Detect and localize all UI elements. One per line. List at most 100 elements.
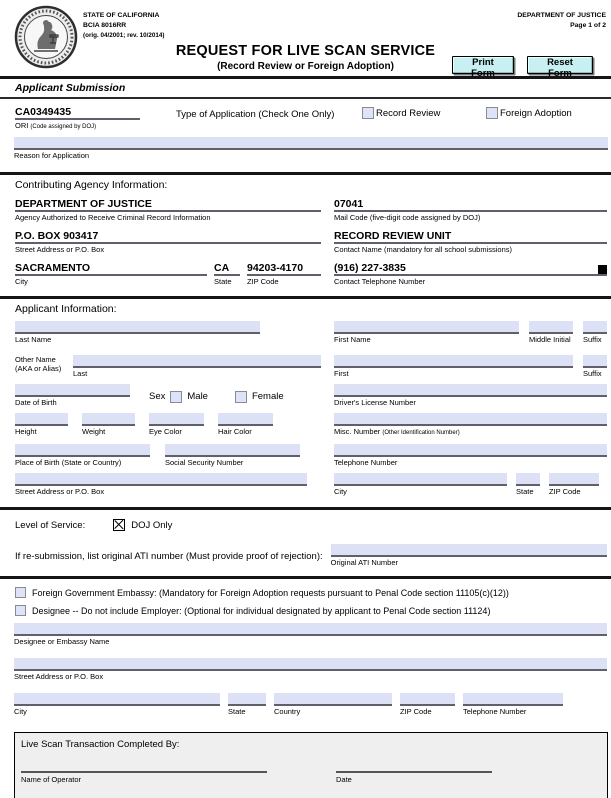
suffix-input[interactable] bbox=[583, 321, 607, 334]
designee-city-label: City bbox=[14, 707, 27, 716]
print-form-button[interactable]: Print Form bbox=[452, 56, 514, 79]
hair-color-input[interactable] bbox=[218, 413, 273, 426]
designee-street-input[interactable] bbox=[14, 658, 607, 671]
aka-first-input[interactable] bbox=[334, 355, 573, 368]
designee-state-label: State bbox=[228, 707, 246, 716]
name-of-operator-line: Name of Operator bbox=[21, 771, 267, 784]
applicant-telephone-input[interactable] bbox=[334, 444, 607, 457]
operator-section-title: Live Scan Transaction Completed By: bbox=[21, 739, 180, 750]
designee-telephone-input[interactable] bbox=[463, 693, 563, 706]
original-ati-input[interactable] bbox=[330, 544, 607, 557]
form-header: STATE OF CALIFORNIA BCIA 8016RR (orig. 0… bbox=[0, 0, 611, 79]
aka-first-label: First bbox=[334, 369, 349, 378]
eye-color-input[interactable] bbox=[149, 413, 204, 426]
agency-name-label: Agency Authorized to Receive Criminal Re… bbox=[15, 213, 211, 222]
department-label: DEPARTMENT OF JUSTICE bbox=[517, 12, 606, 19]
hair-color-label: Hair Color bbox=[218, 427, 252, 436]
last-name-input[interactable] bbox=[15, 321, 260, 334]
applicant-submission-divider bbox=[0, 97, 611, 99]
applicant-zip-label: ZIP Code bbox=[549, 487, 581, 496]
aka-suffix-input[interactable] bbox=[583, 355, 607, 368]
first-name-label: First Name bbox=[334, 335, 371, 344]
section-divider bbox=[0, 576, 611, 579]
section-divider bbox=[0, 296, 611, 299]
reason-for-application-input[interactable] bbox=[14, 137, 608, 150]
applicant-state-input[interactable] bbox=[516, 473, 540, 486]
designee-zip-input[interactable] bbox=[400, 693, 455, 706]
applicant-street-input[interactable] bbox=[15, 473, 307, 486]
misc-number-input[interactable] bbox=[334, 413, 607, 426]
record-review-checkbox[interactable] bbox=[362, 107, 374, 119]
applicant-city-input[interactable] bbox=[334, 473, 507, 486]
middle-initial-label: Middle Initial bbox=[529, 335, 571, 344]
agency-zip-value: 94203-4170 bbox=[247, 261, 321, 276]
drivers-license-input[interactable] bbox=[334, 384, 607, 397]
designee-state-input[interactable] bbox=[228, 693, 266, 706]
form-subtitle: (Record Review or Foreign Adoption) bbox=[217, 61, 394, 72]
aka-last-input[interactable] bbox=[73, 355, 321, 368]
designee-street-label: Street Address or P.O. Box bbox=[14, 672, 104, 681]
agency-city-label: City bbox=[15, 277, 28, 286]
weight-label: Weight bbox=[82, 427, 106, 436]
date-line: Date bbox=[336, 771, 492, 784]
place-of-birth-input[interactable] bbox=[15, 444, 150, 457]
designee-name-input[interactable] bbox=[14, 623, 607, 636]
ssn-label: Social Security Number bbox=[165, 458, 244, 467]
date-of-birth-label: Date of Birth bbox=[15, 398, 57, 407]
resubmission-label: If re-submission, list original ATI numb… bbox=[15, 551, 323, 562]
form-revision: (orig. 04/2001; rev. 10/2014) bbox=[83, 31, 165, 39]
foreign-adoption-checkbox[interactable] bbox=[486, 107, 498, 119]
form-title: REQUEST FOR LIVE SCAN SERVICE bbox=[175, 43, 436, 59]
state-of-california-label: STATE OF CALIFORNIA bbox=[83, 12, 160, 19]
agency-state-label: State bbox=[214, 277, 232, 286]
level-of-service-label: Level of Service: bbox=[15, 519, 86, 531]
middle-initial-input[interactable] bbox=[529, 321, 573, 334]
applicant-zip-input[interactable] bbox=[549, 473, 599, 486]
sex-male-checkbox[interactable] bbox=[170, 390, 183, 403]
aka-last-label: Last bbox=[73, 369, 88, 378]
first-name-input[interactable] bbox=[334, 321, 519, 334]
foreign-embassy-checkbox[interactable] bbox=[15, 587, 26, 598]
mail-code-label: Mail Code (five-digit code assigned by D… bbox=[334, 213, 481, 222]
eye-color-label: Eye Color bbox=[149, 427, 182, 436]
applicant-telephone-label: Telephone Number bbox=[334, 458, 398, 467]
agency-city-value: SACRAMENTO bbox=[15, 261, 207, 276]
type-of-application-label: Type of Application (Check One Only) bbox=[176, 109, 335, 120]
ori-label: ORI (Code assigned by DOJ) bbox=[15, 121, 97, 130]
sex-male-label: Male bbox=[187, 391, 208, 402]
height-input[interactable] bbox=[15, 413, 68, 426]
agency-phone-value: (916) 227-3835 bbox=[334, 261, 607, 276]
misc-number-label: Misc. Number (Other Identification Numbe… bbox=[334, 427, 460, 436]
foreign-embassy-label: Foreign Government Embassy: (Mandatory f… bbox=[32, 587, 509, 598]
black-square-marker bbox=[598, 265, 607, 274]
height-label: Height bbox=[15, 427, 37, 436]
contact-name-label: Contact Name (mandatory for all school s… bbox=[334, 245, 512, 254]
original-ati-label: Original ATI Number bbox=[330, 558, 399, 567]
ssn-input[interactable] bbox=[165, 444, 300, 457]
page-number: Page 1 of 2 bbox=[570, 21, 606, 29]
agency-street-label: Street Address or P.O. Box bbox=[15, 245, 105, 254]
agency-zip-label: ZIP Code bbox=[247, 277, 279, 286]
designee-checkbox[interactable] bbox=[15, 605, 26, 616]
agency-phone-label: Contact Telephone Number bbox=[334, 277, 426, 286]
section-contributing-agency: Contributing Agency Information: bbox=[15, 179, 168, 191]
date-of-birth-input[interactable] bbox=[15, 384, 130, 397]
reset-form-button[interactable]: Reset Form bbox=[527, 56, 593, 79]
agency-state-value: CA bbox=[214, 261, 240, 276]
designee-label: Designee -- Do not include Employer: (Op… bbox=[32, 605, 491, 616]
form-number: BCIA 8016RR bbox=[83, 21, 127, 29]
contact-name-value: RECORD REVIEW UNIT bbox=[334, 229, 607, 244]
doj-only-checkbox[interactable] bbox=[113, 519, 126, 531]
reason-for-application-label: Reason for Application bbox=[14, 151, 90, 160]
weight-input[interactable] bbox=[82, 413, 135, 426]
designee-telephone-label: Telephone Number bbox=[463, 707, 527, 716]
other-name-label: Other Name (AKA or Alias) bbox=[15, 355, 62, 373]
mail-code-value: 07041 bbox=[334, 197, 607, 212]
designee-country-input[interactable] bbox=[274, 693, 392, 706]
designee-city-input[interactable] bbox=[14, 693, 220, 706]
record-review-label: Record Review bbox=[376, 107, 441, 119]
designee-zip-label: ZIP Code bbox=[400, 707, 432, 716]
ori-value: CA0349435 bbox=[15, 105, 140, 120]
sex-female-checkbox[interactable] bbox=[234, 390, 247, 403]
last-name-label: Last Name bbox=[15, 335, 52, 344]
